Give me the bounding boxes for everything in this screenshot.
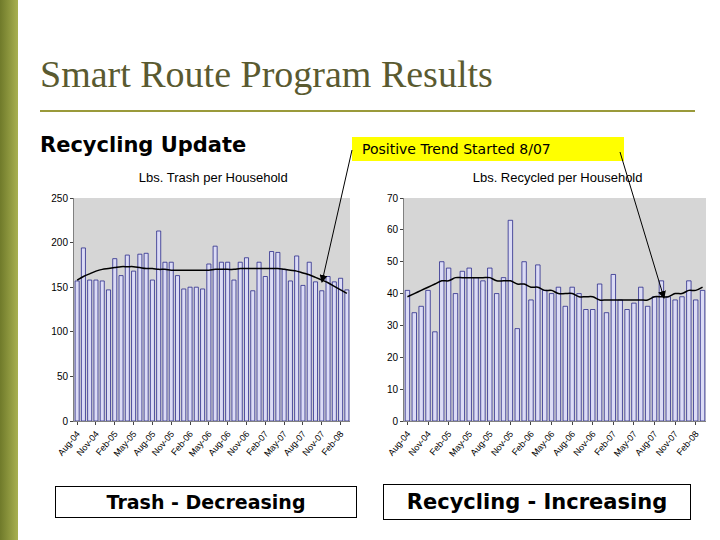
svg-text:20: 20 <box>387 352 399 363</box>
svg-text:May-06: May-06 <box>530 429 557 458</box>
svg-text:0: 0 <box>62 416 68 427</box>
svg-text:200: 200 <box>51 237 68 248</box>
svg-text:May-05: May-05 <box>447 429 474 458</box>
svg-text:Lbs. Recycled per Household: Lbs. Recycled per Household <box>473 170 643 185</box>
svg-text:Nov-05: Nov-05 <box>150 429 176 458</box>
svg-text:Feb-05: Feb-05 <box>428 429 454 457</box>
svg-text:50: 50 <box>57 371 69 382</box>
svg-text:Aug-07: Aug-07 <box>633 429 659 458</box>
svg-text:Feb-06: Feb-06 <box>510 429 536 457</box>
svg-text:Feb-07: Feb-07 <box>592 429 618 457</box>
svg-text:Feb-08: Feb-08 <box>675 429 701 457</box>
svg-text:10: 10 <box>387 384 399 395</box>
svg-text:Nov-06: Nov-06 <box>571 429 597 458</box>
html-text:Smart Route Program Results: Smart Route Program Results <box>40 53 493 95</box>
svg-text:Aug-06: Aug-06 <box>206 429 232 458</box>
svg-text:30: 30 <box>387 320 399 331</box>
svg-text:Aug-05: Aug-05 <box>468 429 494 458</box>
svg-text:70: 70 <box>387 193 399 204</box>
svg-text:Lbs. Trash per Household: Lbs. Trash per Household <box>139 170 288 185</box>
svg-text:Aug-05: Aug-05 <box>131 429 157 458</box>
svg-text:Nov-04: Nov-04 <box>407 429 433 458</box>
svg-text:Nov-07: Nov-07 <box>300 429 326 458</box>
svg-text:May-06: May-06 <box>187 429 214 458</box>
html-text:Trash - Decreasing: Trash - Decreasing <box>106 491 306 513</box>
svg-text:100: 100 <box>51 326 68 337</box>
svg-text:150: 150 <box>51 282 68 293</box>
svg-text:Feb-05: Feb-05 <box>94 429 120 457</box>
html-text:Recycling - Increasing: Recycling - Increasing <box>406 490 668 514</box>
svg-text:0: 0 <box>392 416 398 427</box>
svg-text:Feb-07: Feb-07 <box>244 429 270 457</box>
svg-text:Aug-04: Aug-04 <box>386 429 412 458</box>
svg-text:250: 250 <box>51 193 68 204</box>
svg-text:May-07: May-07 <box>262 429 289 458</box>
svg-text:Nov-04: Nov-04 <box>75 429 101 458</box>
svg-text:50: 50 <box>387 256 399 267</box>
html-text:Recycling Update: Recycling Update <box>40 133 247 157</box>
svg-text:Nov-05: Nov-05 <box>489 429 515 458</box>
svg-text:60: 60 <box>387 224 399 235</box>
svg-text:Nov-06: Nov-06 <box>225 429 251 458</box>
svg-text:Aug-04: Aug-04 <box>56 429 82 458</box>
svg-text:Nov-07: Nov-07 <box>654 429 680 458</box>
svg-text:May-05: May-05 <box>112 429 139 458</box>
svg-text:May-07: May-07 <box>612 429 639 458</box>
svg-text:Feb-06: Feb-06 <box>169 429 195 457</box>
svg-text:Aug-06: Aug-06 <box>551 429 577 458</box>
svg-text:40: 40 <box>387 288 399 299</box>
svg-text:Aug-07: Aug-07 <box>282 429 308 458</box>
html-text:Positive Trend Started 8/07: Positive Trend Started 8/07 <box>362 141 551 157</box>
svg-text:Feb-08: Feb-08 <box>320 429 346 457</box>
